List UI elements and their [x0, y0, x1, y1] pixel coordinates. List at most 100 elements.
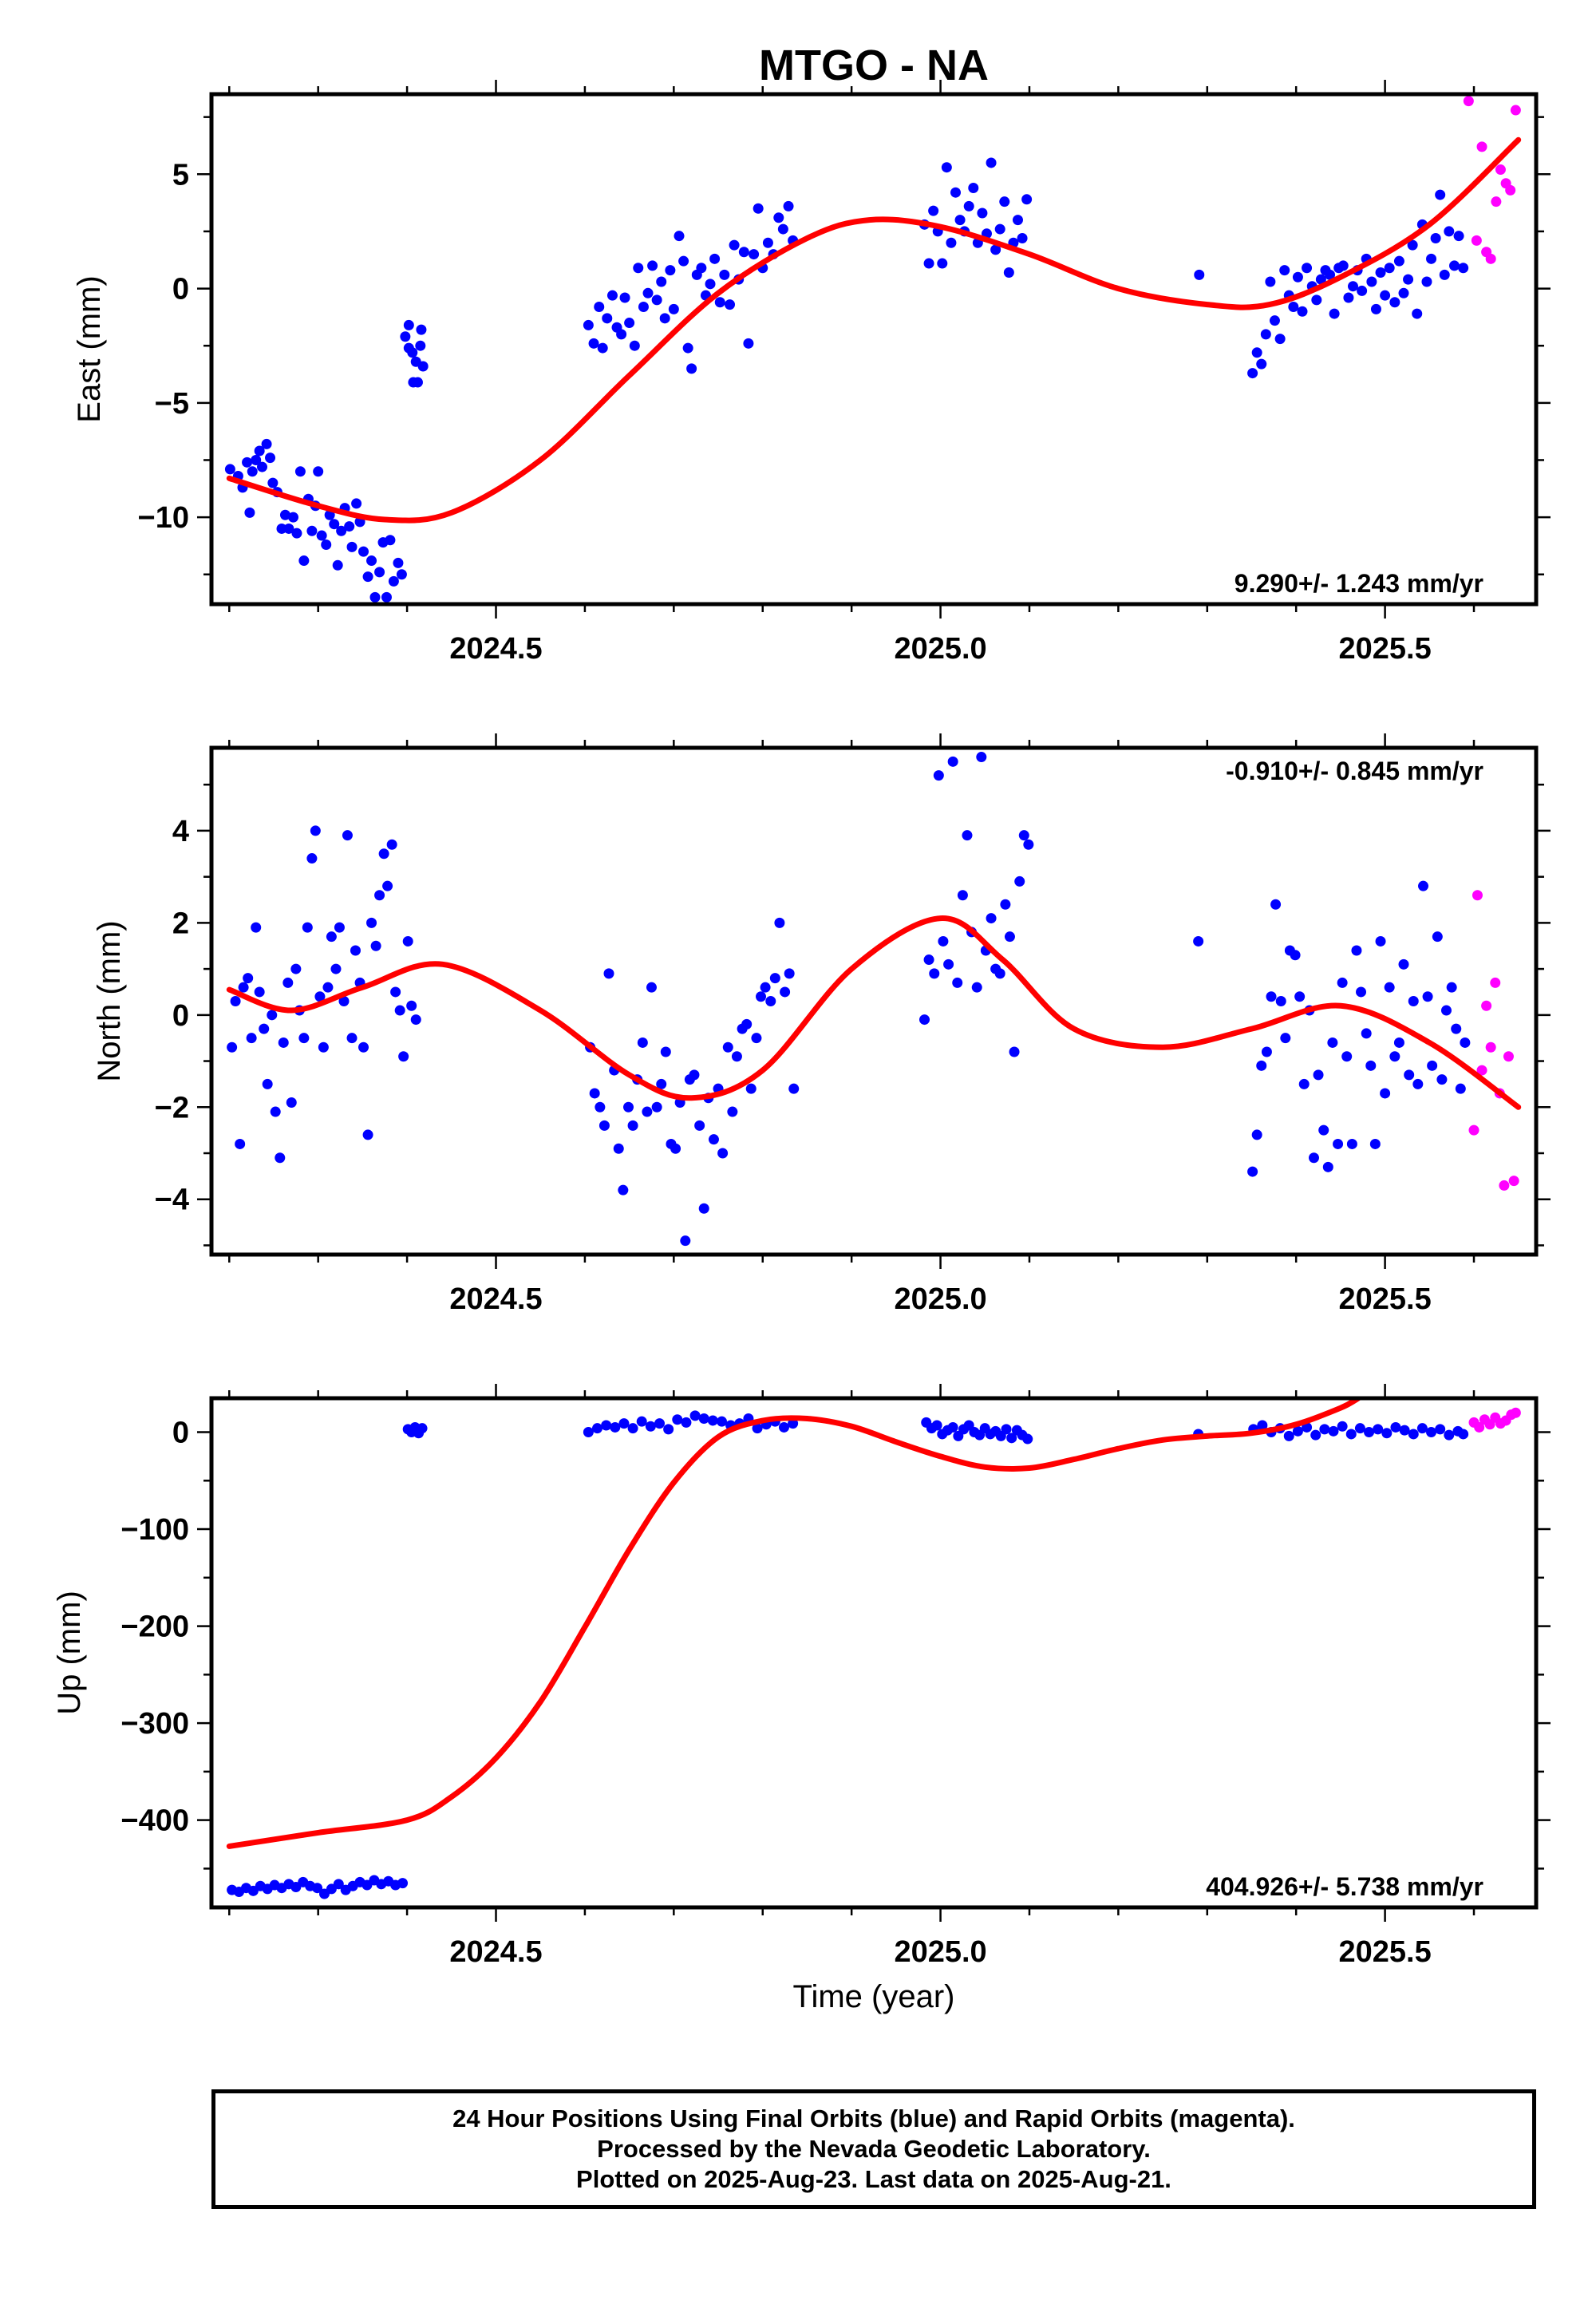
east-final-point — [1453, 231, 1464, 242]
up-points — [227, 1407, 1521, 1899]
east-final-point — [1458, 263, 1469, 274]
east-final-point — [941, 162, 952, 173]
east-final-point — [594, 301, 605, 312]
east-final-point — [265, 453, 276, 464]
up-final-point — [618, 1418, 630, 1429]
x-axis-label: Time (year) — [793, 1979, 955, 2014]
east-final-point — [1403, 274, 1414, 285]
east-final-point — [783, 200, 794, 211]
north-final-point — [656, 1078, 667, 1089]
north-rapid-point — [1472, 890, 1483, 901]
north-final-point — [1018, 830, 1029, 841]
north-final-point — [1247, 1166, 1258, 1177]
north-final-point — [994, 968, 1005, 979]
north-final-point — [334, 922, 345, 933]
east-final-point — [1393, 255, 1404, 267]
east-final-point — [244, 507, 255, 518]
north-final-point — [1346, 1138, 1357, 1149]
up-y-tick-label: −100 — [120, 1513, 189, 1547]
north-rapid-point — [1481, 1000, 1492, 1011]
north-x-tick-label: 2025.0 — [894, 1282, 986, 1316]
north-final-point — [267, 1010, 278, 1021]
north-final-point — [286, 1097, 297, 1108]
east-rapid-point — [1476, 141, 1487, 152]
north-rapid-point — [1485, 1041, 1496, 1053]
north-final-point — [270, 1106, 281, 1117]
east-final-point — [950, 187, 961, 198]
north-final-point — [976, 752, 987, 763]
north-final-point — [769, 973, 780, 984]
up-final-point — [1337, 1421, 1348, 1432]
up-rapid-point — [1474, 1421, 1485, 1433]
north-rapid-point — [1490, 977, 1501, 988]
up-final-point — [592, 1423, 603, 1434]
north-final-point — [919, 1014, 930, 1026]
east-final-point — [1288, 301, 1299, 312]
up-final-point — [1390, 1421, 1401, 1433]
east-final-point — [977, 207, 988, 219]
east-final-point — [674, 231, 685, 242]
north-final-point — [238, 982, 249, 993]
east-final-point — [714, 297, 725, 308]
north-final-point — [689, 1069, 700, 1081]
north-final-point — [1318, 1124, 1329, 1136]
north-final-point — [1280, 1033, 1291, 1044]
up-final-point — [1006, 1433, 1017, 1444]
east-final-point — [306, 525, 318, 536]
east-final-point — [1012, 215, 1023, 226]
east-final-point — [1021, 194, 1033, 205]
up-fit-curve — [226, 1398, 1361, 1849]
north-final-point — [302, 922, 313, 933]
north-y-axis-label: North (mm) — [92, 920, 127, 1081]
east-final-point — [682, 342, 693, 354]
east-final-point — [291, 528, 302, 539]
east-final-point — [597, 342, 608, 354]
east-final-point — [412, 377, 423, 388]
east-final-point — [656, 276, 667, 287]
up-panel: 2024.5 2025.0 2025.5 0 −100 −200 −300 −400 Up (m… — [52, 1384, 1551, 1969]
east-x-tick-label: 2024.5 — [449, 632, 542, 666]
north-final-point — [282, 977, 294, 988]
east-final-point — [659, 313, 670, 324]
north-final-point — [1322, 1161, 1333, 1172]
north-final-point — [1251, 1129, 1262, 1140]
north-final-point — [382, 880, 393, 891]
east-final-point — [665, 265, 676, 276]
north-final-point — [1356, 986, 1367, 998]
north-final-point — [314, 991, 326, 1002]
up-final-point — [654, 1418, 666, 1429]
north-final-point — [727, 1106, 738, 1117]
east-final-point — [276, 523, 287, 534]
note-processor: Processed by the Nevada Geodetic Laborat… — [597, 2135, 1151, 2163]
north-final-point — [1337, 977, 1348, 988]
east-final-point — [1302, 263, 1313, 274]
east-final-point — [773, 212, 784, 223]
east-final-point — [1329, 308, 1340, 319]
north-final-point — [751, 1033, 762, 1044]
east-final-point — [242, 456, 253, 468]
east-final-point — [396, 569, 407, 580]
north-final-point — [410, 1014, 421, 1026]
east-final-point — [1297, 306, 1308, 317]
north-final-point — [1440, 1005, 1452, 1016]
east-final-point — [1315, 274, 1326, 285]
north-final-point — [1404, 1069, 1415, 1081]
east-final-point — [1292, 271, 1303, 283]
east-final-point — [719, 269, 730, 280]
up-final-point — [1381, 1428, 1393, 1439]
east-final-point — [994, 223, 1005, 235]
north-final-point — [613, 1143, 624, 1154]
up-final-point — [417, 1423, 428, 1434]
north-final-point — [680, 1235, 691, 1247]
east-final-point — [403, 319, 414, 330]
up-final-point — [1319, 1424, 1330, 1435]
east-final-point — [762, 237, 773, 248]
east-final-point — [651, 294, 662, 306]
east-final-point — [257, 461, 268, 472]
up-final-point — [1364, 1427, 1375, 1438]
east-final-point — [298, 555, 310, 567]
north-final-point — [1432, 931, 1443, 943]
up-final-point — [1444, 1429, 1455, 1441]
up-final-point — [1001, 1424, 1012, 1435]
processing-note-box: 24 Hour Positions Using Final Orbits (bl… — [211, 2089, 1536, 2209]
